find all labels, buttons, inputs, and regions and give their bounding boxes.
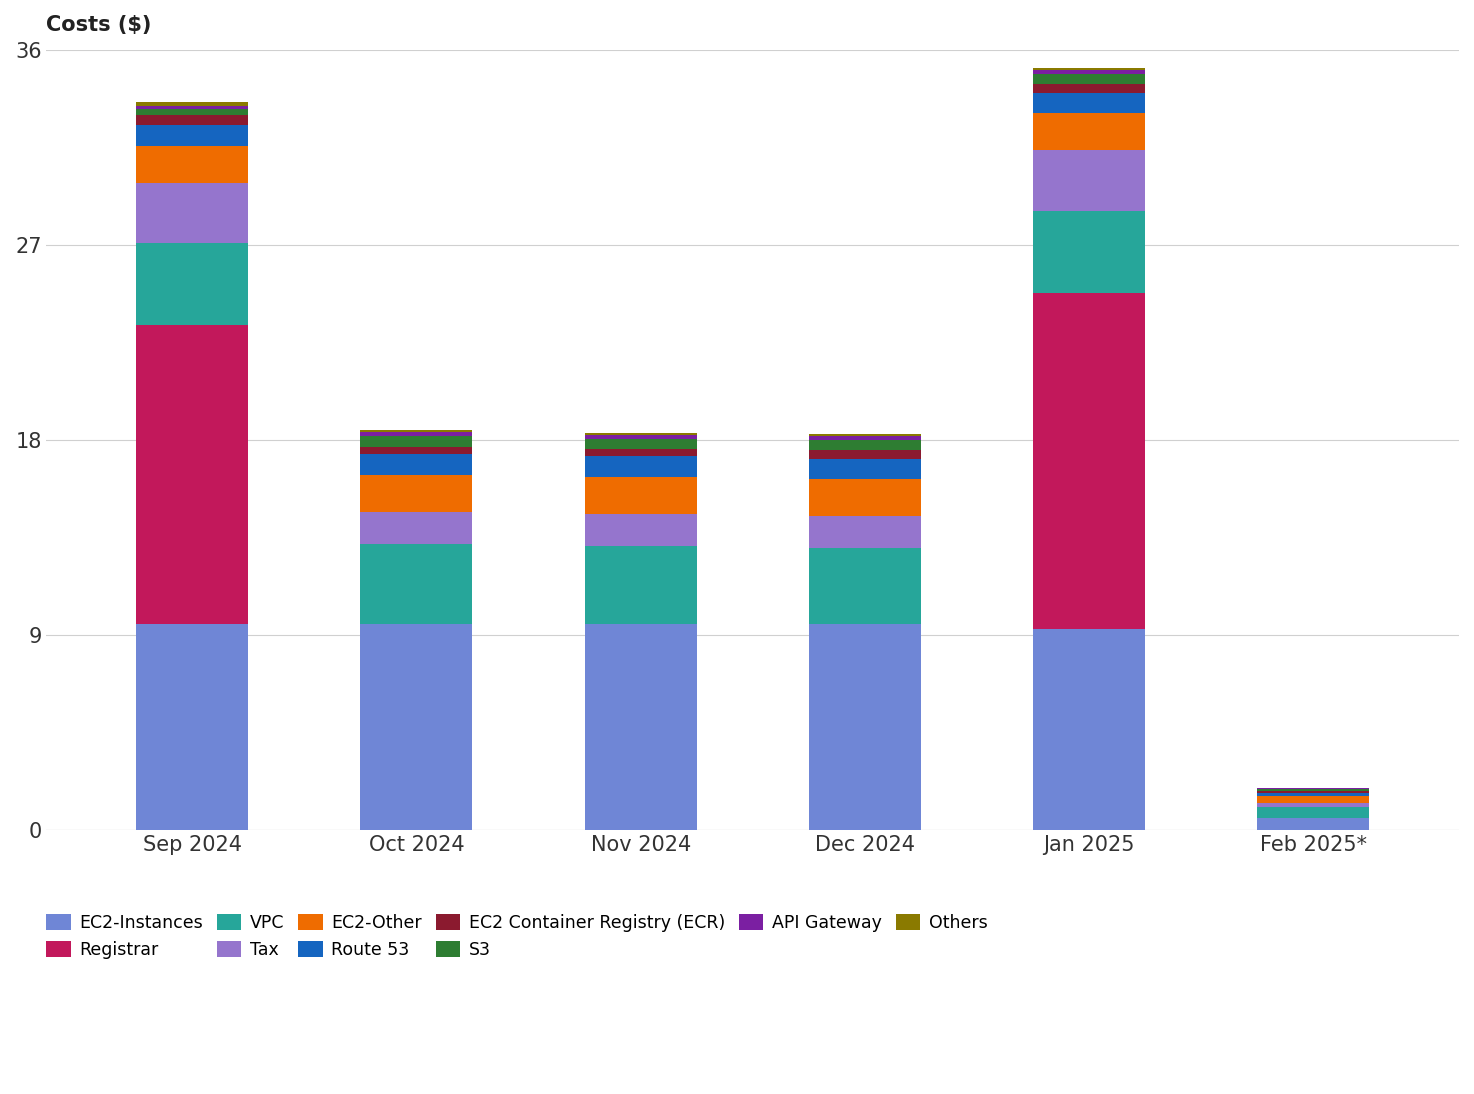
Bar <box>1033 114 1145 150</box>
Bar <box>1257 807 1369 818</box>
Bar <box>1033 93 1145 114</box>
Bar <box>360 430 473 432</box>
Bar <box>809 548 921 625</box>
Bar <box>360 625 473 830</box>
Bar <box>1033 68 1145 70</box>
Bar <box>136 183 248 243</box>
Bar <box>136 102 248 106</box>
Bar <box>1257 791 1369 792</box>
Bar <box>809 625 921 830</box>
Bar <box>1033 150 1145 211</box>
Bar <box>1033 211 1145 293</box>
Bar <box>585 477 697 514</box>
Bar <box>136 125 248 146</box>
Bar <box>136 106 248 109</box>
Bar <box>809 434 921 437</box>
Bar <box>360 446 473 454</box>
Bar <box>136 109 248 115</box>
Bar <box>360 454 473 475</box>
Bar <box>585 435 697 439</box>
Bar <box>585 449 697 456</box>
Bar <box>1033 629 1145 830</box>
Bar <box>1257 796 1369 803</box>
Bar <box>136 243 248 325</box>
Bar <box>585 625 697 830</box>
Bar <box>809 450 921 458</box>
Bar <box>809 440 921 450</box>
Bar <box>136 325 248 625</box>
Bar <box>809 437 921 440</box>
Bar <box>136 115 248 125</box>
Bar <box>136 625 248 830</box>
Bar <box>585 514 697 546</box>
Bar <box>1033 84 1145 93</box>
Bar <box>1033 74 1145 84</box>
Bar <box>360 432 473 435</box>
Bar <box>585 456 697 477</box>
Bar <box>585 439 697 449</box>
Bar <box>585 433 697 435</box>
Bar <box>809 479 921 516</box>
Bar <box>1257 792 1369 796</box>
Bar <box>809 516 921 548</box>
Bar <box>1257 818 1369 830</box>
Bar <box>1033 70 1145 74</box>
Bar <box>1257 789 1369 791</box>
Legend: EC2-Instances, Registrar, VPC, Tax, EC2-Other, Route 53, EC2 Container Registry : EC2-Instances, Registrar, VPC, Tax, EC2-… <box>41 909 992 964</box>
Bar <box>809 458 921 479</box>
Bar <box>1257 803 1369 807</box>
Bar <box>585 546 697 625</box>
Text: Costs ($): Costs ($) <box>47 15 152 35</box>
Bar <box>360 512 473 544</box>
Bar <box>1033 293 1145 629</box>
Bar <box>360 544 473 625</box>
Bar <box>360 435 473 446</box>
Bar <box>360 475 473 512</box>
Bar <box>136 146 248 183</box>
